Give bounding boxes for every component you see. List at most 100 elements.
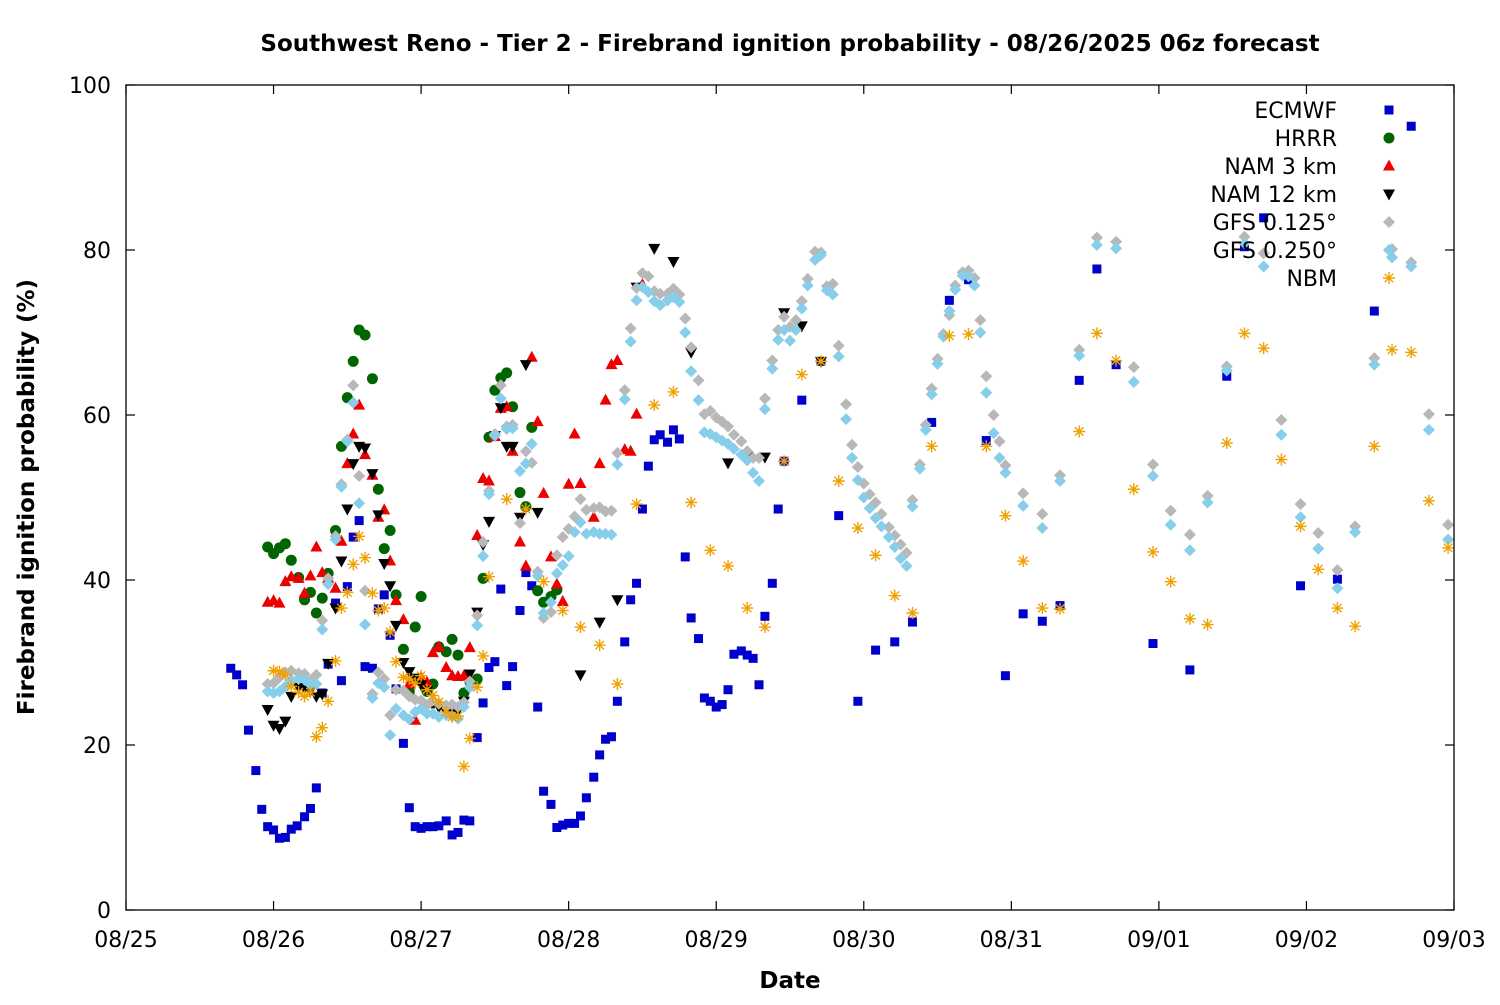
data-point [384, 625, 397, 638]
data-point [801, 279, 814, 292]
data-point [593, 457, 606, 469]
data-point [648, 399, 661, 412]
data-point [372, 483, 384, 495]
legend-marker [1384, 105, 1394, 115]
data-point [888, 541, 901, 553]
data-point [463, 669, 476, 681]
data-point [611, 446, 624, 459]
data-point [1036, 522, 1049, 535]
data-point [587, 510, 600, 522]
data-point [931, 357, 944, 370]
data-point [564, 818, 574, 828]
data-point [722, 559, 735, 572]
data-point [1442, 541, 1455, 554]
data-point [753, 475, 766, 487]
data-point [705, 696, 715, 706]
data-point [574, 493, 587, 506]
data-point [832, 475, 845, 487]
data-point [927, 417, 937, 427]
data-point [416, 823, 426, 833]
data-point [458, 687, 470, 699]
data-point [654, 299, 667, 312]
data-point [471, 609, 484, 622]
data-point [494, 403, 507, 415]
data-point [742, 650, 752, 660]
data-point [1238, 237, 1251, 250]
data-point [685, 365, 698, 378]
data-point [832, 350, 845, 363]
data-point [1331, 582, 1344, 595]
data-point [834, 511, 844, 521]
data-point [568, 526, 581, 539]
data-point [452, 710, 464, 723]
data-point [795, 321, 808, 333]
data-point [232, 670, 242, 680]
data-point [620, 637, 630, 647]
data-point [525, 350, 538, 362]
data-point [1037, 616, 1047, 626]
data-point [778, 455, 791, 468]
data-point [397, 643, 409, 655]
y-tick-label: 40 [83, 569, 111, 594]
data-point [814, 248, 827, 261]
data-point [453, 827, 463, 837]
data-point [679, 312, 692, 325]
data-point [1054, 602, 1067, 615]
data-point [851, 460, 864, 473]
data-point [513, 517, 526, 530]
data-point [784, 334, 796, 347]
data-point [562, 477, 575, 489]
data-point [1054, 475, 1067, 487]
data-point [384, 525, 396, 536]
data-point [311, 783, 321, 793]
data-point [305, 804, 315, 814]
x-tick-label: 08/29 [685, 928, 748, 953]
data-point [484, 662, 494, 672]
data-point [630, 498, 643, 511]
data-point [316, 689, 329, 701]
data-point [1090, 327, 1103, 340]
data-point [1368, 358, 1381, 371]
data-point [1090, 239, 1103, 252]
data-point [574, 621, 587, 634]
data-point [390, 655, 403, 668]
data-point [403, 667, 416, 679]
data-point [267, 720, 280, 732]
data-point [949, 283, 962, 296]
data-point [556, 531, 569, 544]
data-point [980, 370, 993, 383]
y-tick-label: 60 [83, 404, 111, 429]
data-point [1368, 440, 1381, 453]
data-point [1257, 260, 1270, 273]
data-point [680, 552, 690, 562]
data-point [987, 427, 1000, 440]
legend: ECMWF HRRR NAM 3 km NAM 12 km GFS 0.125° GFS … [1210, 99, 1395, 292]
data-point [279, 716, 292, 728]
data-point [292, 686, 305, 699]
data-point [717, 700, 727, 710]
data-point [329, 581, 342, 593]
data-point [649, 435, 659, 445]
data-point [692, 374, 705, 387]
data-point [329, 654, 342, 667]
data-point [758, 621, 771, 634]
data-point [441, 816, 451, 826]
legend-marker [1383, 189, 1395, 201]
data-point [280, 832, 290, 842]
data-point [347, 379, 360, 392]
legend-marker [1383, 272, 1395, 284]
data-point [826, 277, 839, 290]
legend-label: NAM 12 km [1210, 183, 1337, 208]
data-point [624, 444, 637, 456]
data-point [611, 354, 624, 366]
data-point [968, 279, 981, 292]
data-point [1164, 504, 1177, 517]
data-point [1185, 665, 1195, 675]
x-tick-label: 09/02 [1275, 928, 1338, 953]
data-point [273, 665, 286, 678]
data-point [722, 420, 735, 433]
data-point [568, 427, 581, 439]
data-point [285, 570, 298, 582]
data-point [432, 696, 445, 709]
data-point [1312, 542, 1325, 555]
